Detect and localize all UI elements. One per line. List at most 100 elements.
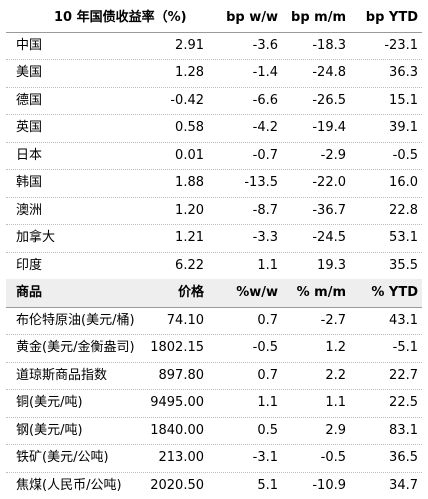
- commodity-ytd-cell: 83.1: [389, 417, 418, 445]
- bond-header-wow: bp w/w: [226, 4, 278, 32]
- commodity-value-cell: 1840.00: [150, 417, 204, 445]
- commodity-wow-cell: -0.5: [253, 334, 278, 362]
- commodity-mom-cell: -2.7: [321, 307, 346, 335]
- commodity-value-cell: 9495.00: [150, 389, 204, 417]
- bond-name-cell: 加拿大: [16, 224, 55, 252]
- commodity-name-cell: 铁矿(美元/公吨): [16, 444, 109, 472]
- row-divider: [6, 252, 422, 253]
- row-divider: [6, 142, 422, 143]
- commodity-wow-cell: 0.7: [257, 307, 278, 335]
- bond-name-cell: 美国: [16, 59, 42, 87]
- commodity-wow-cell: 0.7: [257, 362, 278, 390]
- bond-ytd-cell: 35.5: [389, 252, 418, 280]
- commodity-name-cell: 焦煤(人民币/公吨): [16, 472, 122, 499]
- bond-name-cell: 英国: [16, 114, 42, 142]
- bond-value-cell: -0.42: [170, 87, 204, 115]
- commodity-header-row: 商品 价格 %w/w % m/m % YTD: [6, 279, 422, 307]
- bond-mom-cell: -22.0: [312, 169, 346, 197]
- commodity-header-mom: % m/m: [297, 279, 346, 307]
- bond-value-cell: 1.88: [175, 169, 204, 197]
- commodity-header-price: 价格: [178, 279, 204, 307]
- commodity-mom-cell: -10.9: [312, 472, 346, 499]
- bond-name-cell: 中国: [16, 32, 42, 60]
- commodity-row: 钢(美元/吨) 1840.00 0.5 2.9 83.1: [6, 417, 422, 445]
- row-divider: [6, 362, 422, 363]
- commodity-value-cell: 1802.15: [150, 334, 204, 362]
- bond-wow-cell: -4.2: [253, 114, 278, 142]
- commodity-value-cell: 74.10: [167, 307, 204, 335]
- commodity-wow-cell: 5.1: [257, 472, 278, 499]
- bond-ytd-cell: -23.1: [384, 32, 418, 60]
- commodity-name-cell: 钢(美元/吨): [16, 417, 83, 445]
- bond-mom-cell: -18.3: [312, 32, 346, 60]
- bond-wow-cell: -0.7: [253, 142, 278, 170]
- commodity-ytd-cell: 43.1: [389, 307, 418, 335]
- bond-mom-cell: -19.4: [312, 114, 346, 142]
- bond-header-row: 10 年国债收益率（%) bp w/w bp m/m bp YTD: [6, 4, 422, 32]
- commodity-header-label: 商品: [16, 279, 42, 307]
- bond-wow-cell: 1.1: [257, 252, 278, 280]
- bond-ytd-cell: 15.1: [389, 87, 418, 115]
- bond-row: 加拿大 1.21 -3.3 -24.5 53.1: [6, 224, 422, 252]
- bond-mom-cell: -24.5: [312, 224, 346, 252]
- commodity-value-cell: 2020.50: [150, 472, 204, 499]
- commodity-wow-cell: 1.1: [257, 389, 278, 417]
- commodity-header-wow: %w/w: [236, 279, 278, 307]
- row-divider: [6, 87, 422, 88]
- row-divider: [6, 472, 422, 473]
- commodity-ytd-cell: 22.5: [389, 389, 418, 417]
- commodity-name-cell: 道琼斯商品指数: [16, 362, 107, 390]
- row-divider: [6, 114, 422, 115]
- bond-value-cell: 6.22: [175, 252, 204, 280]
- commodity-row: 黄金(美元/金衡盎司) 1802.15 -0.5 1.2 -5.1: [6, 334, 422, 362]
- bond-header-mom: bp m/m: [291, 4, 346, 32]
- commodity-mom-cell: 2.2: [325, 362, 346, 390]
- row-divider: [6, 389, 422, 390]
- bond-ytd-cell: 53.1: [389, 224, 418, 252]
- commodity-value-cell: 213.00: [159, 444, 205, 472]
- bond-row: 印度 6.22 1.1 19.3 35.5: [6, 252, 422, 280]
- commodity-ytd-cell: 22.7: [389, 362, 418, 390]
- commodity-wow-cell: -3.1: [253, 444, 278, 472]
- commodity-mom-cell: 2.9: [325, 417, 346, 445]
- row-divider: [6, 197, 422, 198]
- commodity-name-cell: 黄金(美元/金衡盎司): [16, 334, 135, 362]
- row-divider: [6, 224, 422, 225]
- bond-wow-cell: -6.6: [253, 87, 278, 115]
- bond-wow-cell: -3.3: [253, 224, 278, 252]
- bond-header-label: 10 年国债收益率（%): [54, 4, 187, 32]
- bond-wow-cell: -8.7: [253, 197, 278, 225]
- bond-ytd-cell: 36.3: [389, 59, 418, 87]
- commodity-mom-cell: 1.2: [325, 334, 346, 362]
- bond-ytd-cell: -0.5: [393, 142, 418, 170]
- commodity-mom-cell: 1.1: [325, 389, 346, 417]
- bond-ytd-cell: 39.1: [389, 114, 418, 142]
- bond-name-cell: 印度: [16, 252, 42, 280]
- commodity-ytd-cell: -5.1: [393, 334, 418, 362]
- bond-name-cell: 日本: [16, 142, 42, 170]
- commodity-wow-cell: 0.5: [257, 417, 278, 445]
- commodity-mom-cell: -0.5: [321, 444, 346, 472]
- bond-mom-cell: -2.9: [321, 142, 346, 170]
- row-divider: [6, 169, 422, 170]
- bond-wow-cell: -13.5: [244, 169, 278, 197]
- bond-value-cell: 1.20: [175, 197, 204, 225]
- row-divider: [6, 59, 422, 60]
- bond-mom-cell: -26.5: [312, 87, 346, 115]
- bond-value-cell: 1.21: [175, 224, 204, 252]
- bond-mom-cell: 19.3: [317, 252, 346, 280]
